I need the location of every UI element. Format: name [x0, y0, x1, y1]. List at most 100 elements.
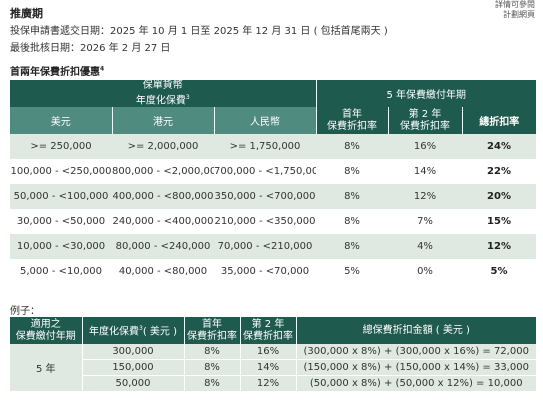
second-year-rate: 4%	[388, 234, 462, 260]
total-rate: 12%	[462, 234, 537, 260]
first-year-rate: 5%	[316, 259, 388, 285]
ex-col-premium-header: 年度化保費3( 美元 )	[82, 317, 185, 344]
ex-col-term-header: 適用之 保費繳付年期	[10, 317, 83, 344]
table-row: 150,000 8% 14% (150,000 x 8%) + (150,000…	[10, 359, 536, 376]
footnote-marker: 3	[139, 324, 143, 332]
first-year-rate: 8%	[316, 209, 388, 235]
ex-first-year-rate: 8%	[184, 375, 241, 392]
hkd-range: 80,000 - <240,000	[112, 234, 214, 260]
ex-col-premium-suffix: ( 美元 )	[142, 326, 177, 338]
usd-range: >= 250,000	[10, 134, 112, 160]
ex-col-second-year-header: 第 2 年 保費折扣率	[240, 317, 297, 344]
usd-range: 50,000 - <100,000	[10, 184, 112, 210]
ex-col-first-year-line-2: 保費折扣率	[187, 330, 237, 342]
payment-term-header: 5 年保費繳付年期	[315, 80, 537, 108]
annualized-premium-label: 年度化保費3	[10, 92, 316, 107]
ex-second-year-rate: 14%	[240, 359, 297, 376]
total-rate: 15%	[462, 209, 537, 235]
second-year-rate: 16%	[388, 134, 462, 160]
rmb-range: 210,000 - <350,000	[214, 209, 316, 235]
hkd-range: >= 2,000,000	[112, 134, 214, 160]
policy-currency-label: 保單貨幣	[142, 80, 183, 91]
application-date-line: 投保申請書遞交日期：2025 年 10 月 1 日至 2025 年 12 月 3…	[10, 26, 388, 37]
total-rate: 5%	[462, 259, 537, 285]
usd-range: 30,000 - <50,000	[10, 209, 112, 235]
corner-note-line-1: 詳情可參閱	[495, 0, 535, 9]
col-total-header: 總折扣率	[461, 107, 537, 135]
col-second-year-header: 第 2 年 保費折扣率	[387, 107, 462, 135]
hkd-range: 40,000 - <80,000	[112, 259, 214, 285]
ex-col-second-year-line-2: 保費折扣率	[243, 330, 293, 342]
first-year-rate: 8%	[316, 234, 388, 260]
annualized-premium-text: 年度化保費	[135, 95, 186, 107]
total-rate: 24%	[462, 134, 537, 160]
table-row: 30,000 - <50,000 240,000 - <400,000 210,…	[10, 209, 537, 235]
example-label: 例子：	[10, 306, 40, 317]
ex-col-first-year-line-1: 首年	[202, 318, 222, 330]
ex-second-year-rate: 16%	[240, 344, 297, 360]
second-year-rate: 0%	[388, 259, 462, 285]
first-year-rate: 8%	[316, 134, 388, 160]
ex-col-term-line-2: 保費繳付年期	[15, 330, 76, 342]
ex-first-year-rate: 8%	[184, 359, 241, 376]
table-row: 50,000 - <100,000 400,000 - <800,000 350…	[10, 184, 537, 210]
first-year-rate: 8%	[316, 184, 388, 210]
footnote-marker: 3	[185, 94, 190, 101]
total-rate: 22%	[462, 159, 537, 185]
rmb-range: 350,000 - <700,000	[214, 184, 316, 210]
ex-premium: 50,000	[82, 375, 185, 392]
col-first-year-header: 首年 保費折扣率	[315, 107, 388, 135]
col-second-year-line-2: 保費折扣率	[400, 120, 450, 132]
ex-second-year-rate: 12%	[240, 375, 297, 392]
ex-formula: (150,000 x 8%) + (150,000 x 14%) = 33,00…	[296, 359, 536, 376]
first-year-rate: 8%	[316, 159, 388, 185]
hkd-range: 400,000 - <800,000	[112, 184, 214, 210]
col-first-year-line-1: 首年	[342, 108, 362, 120]
col-second-year-line-1: 第 2 年	[408, 108, 442, 120]
ex-col-total-header: 總保費折扣金額 ( 美元 )	[296, 317, 536, 344]
table-row: 100,000 - <250,000 800,000 - <2,000,000 …	[10, 159, 537, 185]
second-year-rate: 14%	[388, 159, 462, 185]
corner-note-line-2: 計劃網頁	[503, 10, 535, 19]
second-year-rate: 7%	[388, 209, 462, 235]
usd-range: 100,000 - <250,000	[10, 159, 112, 185]
total-rate: 20%	[462, 184, 537, 210]
col-first-year-line-2: 保費折扣率	[327, 120, 377, 132]
ex-col-term-line-1: 適用之	[30, 318, 61, 330]
rmb-range: >= 1,750,000	[214, 134, 316, 160]
corner-note: 詳情可參閱 計劃網頁	[475, 0, 535, 20]
ex-formula: (300,000 x 8%) + (300,000 x 16%) = 72,00…	[296, 344, 536, 360]
example-table: 適用之 保費繳付年期 年度化保費3( 美元 ) 首年 保費折扣率 第 2 年 保…	[10, 317, 536, 392]
ex-formula: (50,000 x 8%) + (50,000 x 12%) = 10,000	[296, 375, 536, 392]
rmb-range: 70,000 - <210,000	[214, 234, 316, 260]
ex-premium: 150,000	[82, 359, 185, 376]
table-row: 5,000 - <10,000 40,000 - <80,000 35,000 …	[10, 259, 537, 285]
footnote-marker: 4	[100, 65, 105, 73]
rmb-range: 700,000 - <1,750,000	[214, 159, 316, 185]
ex-term-value: 5 年	[10, 344, 83, 392]
ex-first-year-rate: 8%	[184, 344, 241, 360]
hkd-range: 240,000 - <400,000	[112, 209, 214, 235]
discount-section-title-text: 首兩年保費折扣優惠	[10, 67, 100, 78]
table-row: 50,000 8% 12% (50,000 x 8%) + (50,000 x …	[10, 375, 536, 392]
col-usd-header: 美元	[10, 107, 112, 135]
ex-col-premium-text: 年度化保費	[89, 326, 139, 338]
col-rmb-header: 人民幣	[213, 107, 316, 135]
ex-premium: 300,000	[82, 344, 185, 360]
policy-currency-header: 保單貨幣 年度化保費3	[10, 80, 316, 108]
col-hkd-header: 港元	[111, 107, 214, 135]
approval-date-line: 最後批核日期：2026 年 2 月 27 日	[10, 43, 171, 54]
discount-rate-table: 保單貨幣 年度化保費3 5 年保費繳付年期 美元 港元 人民幣 首年 保費折扣率…	[10, 80, 537, 285]
usd-range: 5,000 - <10,000	[10, 259, 112, 285]
rmb-range: 35,000 - <70,000	[214, 259, 316, 285]
usd-range: 10,000 - <30,000	[10, 234, 112, 260]
table-row: >= 250,000 >= 2,000,000 >= 1,750,000 8% …	[10, 134, 537, 160]
second-year-rate: 12%	[388, 184, 462, 210]
promo-period-title: 推廣期	[10, 7, 43, 20]
table-row: 10,000 - <30,000 80,000 - <240,000 70,00…	[10, 234, 537, 260]
table-row: 5 年 300,000 8% 16% (300,000 x 8%) + (300…	[10, 344, 536, 392]
discount-section-title: 首兩年保費折扣優惠4	[10, 63, 104, 78]
ex-col-first-year-header: 首年 保費折扣率	[184, 317, 241, 344]
ex-col-second-year-line-1: 第 2 年	[251, 318, 285, 330]
hkd-range: 800,000 - <2,000,000	[112, 159, 214, 185]
